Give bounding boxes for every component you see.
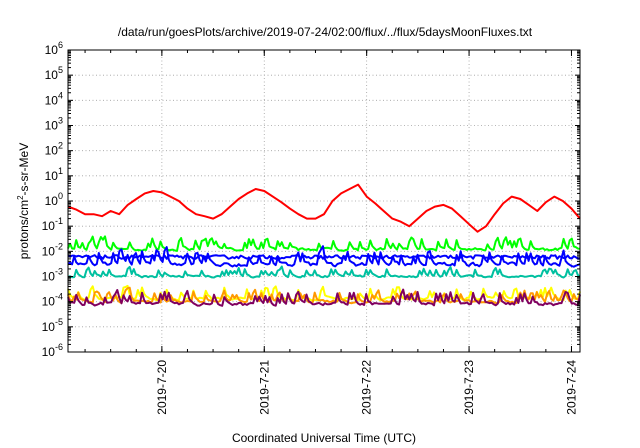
x-tick-label: 2019-7-23 (462, 360, 476, 415)
y-tick-label: 102 (45, 141, 63, 158)
y-tick-label: 103 (45, 116, 63, 133)
chart-title: /data/run/goesPlots/archive/2019-07-24/0… (118, 25, 533, 39)
y-axis-label-suffix: -s-sr-MeV (17, 143, 31, 196)
series-line-8 (67, 288, 581, 307)
y-tick-label: 101 (45, 166, 63, 183)
y-tick-label: 105 (45, 65, 63, 82)
x-axis-label: Coordinated Universal Time (UTC) (232, 431, 416, 445)
ticks (68, 49, 580, 353)
y-tick-label: 10-6 (42, 342, 63, 359)
y-tick-label: 10-4 (42, 292, 63, 309)
y-tick-label: 10-1 (42, 216, 63, 233)
series-line-3 (67, 245, 581, 268)
grid (68, 50, 580, 352)
series-line-5 (67, 265, 581, 279)
series-line-1 (67, 183, 581, 233)
y-axis-label-superscript: 2 (16, 195, 25, 200)
y-tick-labels: 10-6 10-5 10-4 10-3 10-2 10-1 100 101 102 103 104 1… (42, 40, 63, 359)
y-tick-label: 100 (45, 191, 63, 208)
y-tick-label: 10-2 (42, 241, 63, 258)
y-tick-label: 10-5 (42, 317, 63, 334)
series-line-7 (67, 286, 581, 305)
x-tick-label: 2019-7-22 (360, 360, 374, 415)
y-tick-label: 10-3 (42, 267, 63, 284)
x-tick-label: 2019-7-24 (564, 360, 578, 415)
series-line-4 (67, 254, 581, 260)
y-tick-label: 104 (45, 90, 63, 107)
x-tick-label: 2019-7-20 (155, 360, 169, 415)
y-tick-label: 106 (45, 40, 63, 57)
y-axis-label: protons/cm2-s-sr-MeV (16, 143, 31, 259)
x-tick-labels: 2019-7-20 2019-7-21 2019-7-22 2019-7-23 2019… (155, 360, 579, 415)
y-axis-label-prefix: protons/cm (17, 200, 31, 259)
series-layer (67, 183, 581, 307)
x-tick-label: 2019-7-21 (257, 360, 271, 415)
